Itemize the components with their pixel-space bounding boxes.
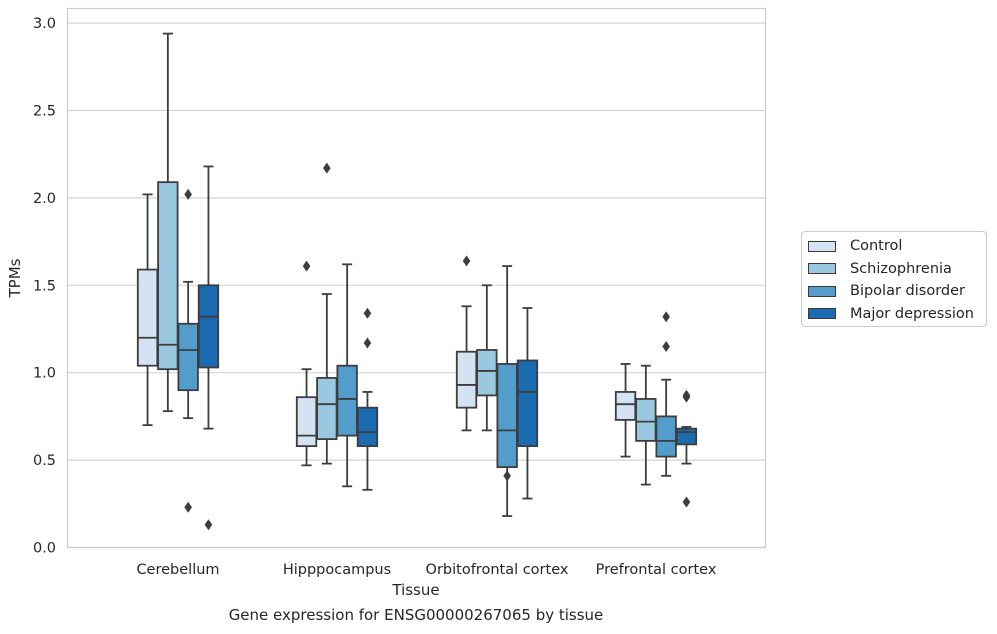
y-tick-label: 0.5 [33,453,56,469]
box-groups [136,32,698,531]
outlier-point [662,311,670,323]
box-schizophrenia [316,162,338,465]
box-major-depression [197,165,220,531]
box-iqr [455,350,478,409]
box-schizophrenia [476,284,498,432]
x-tick-label: Prefrontal cortex [596,562,717,578]
legend-item: Schizophrenia [808,258,986,281]
outlier-point [184,188,192,200]
box-iqr [316,377,338,441]
outlier-point [462,255,471,267]
legend-item: Major depression [808,303,986,326]
y-tick-label: 2.0 [33,191,56,207]
box-iqr [614,391,637,421]
box-iqr [177,322,199,392]
y-axis-label: TPMs [6,258,24,298]
x-tick-label: Cerebellum [136,562,219,578]
box-iqr [496,363,518,468]
legend-swatch [808,308,836,320]
legend-swatch [808,285,836,297]
legend-label: Schizophrenia [850,260,952,277]
legend-label: Control [850,238,903,255]
box-iqr [157,181,179,371]
box-schizophrenia [635,364,657,486]
x-tick-labels: Cerebellum Hipppocampus Orbitofrontal cort… [136,562,716,578]
box-iqr [675,427,698,446]
y-tick-label: 3.0 [33,16,56,32]
box-bipolar-disorder [496,265,518,517]
box-control [455,255,478,432]
box-iqr [336,364,358,437]
outlier-point [184,501,192,513]
box-bipolar-disorder [336,263,358,488]
outlier-point [302,260,311,272]
y-tick-label: 0.0 [33,541,56,557]
outlier-point [682,496,691,508]
outlier-point [682,391,691,403]
box-major-depression [356,307,379,491]
outlier-point [363,337,372,349]
box-iqr [136,268,159,367]
figure-caption: Gene expression for ENSG00000267065 by t… [228,606,604,624]
box-iqr [295,396,318,448]
box-control [295,260,318,467]
box-iqr [655,415,677,458]
box-major-depression [516,307,539,500]
legend-swatch [808,240,836,252]
legend-label: Major depression [850,305,974,322]
box-iqr [476,349,498,397]
x-tick-label: Orbitofrontal cortex [426,562,569,578]
x-axis-label: Tissue [391,581,439,599]
box-control [614,363,637,458]
outlier-point [323,162,331,174]
outlier-point [204,519,213,531]
box-iqr [516,359,539,448]
box-bipolar-disorder [177,188,199,513]
box-major-depression [675,389,698,508]
legend-item: Bipolar disorder [808,280,986,303]
y-tick-label: 1.0 [33,366,56,382]
box-iqr [197,284,220,369]
plot-frame [66,7,767,549]
y-tick-label: 2.5 [33,104,56,120]
y-tick-labels: 0.0 0.5 1.0 1.5 2.0 2.5 3.0 [33,16,56,556]
x-tick-label: Hipppocampus [283,562,391,578]
box-schizophrenia [157,32,179,413]
outlier-point [363,307,372,319]
legend: Control Schizophrenia Bipolar disorder Majo… [801,231,987,327]
box-iqr [356,406,379,448]
legend-label: Bipolar disorder [850,283,965,300]
outlier-point [503,470,511,482]
box-iqr [635,398,657,442]
box-control [136,193,159,427]
outlier-point [662,340,670,352]
box-bipolar-disorder [655,311,677,477]
legend-swatch [808,263,836,275]
legend-item: Control [808,235,986,258]
y-tick-label: 1.5 [33,278,56,294]
